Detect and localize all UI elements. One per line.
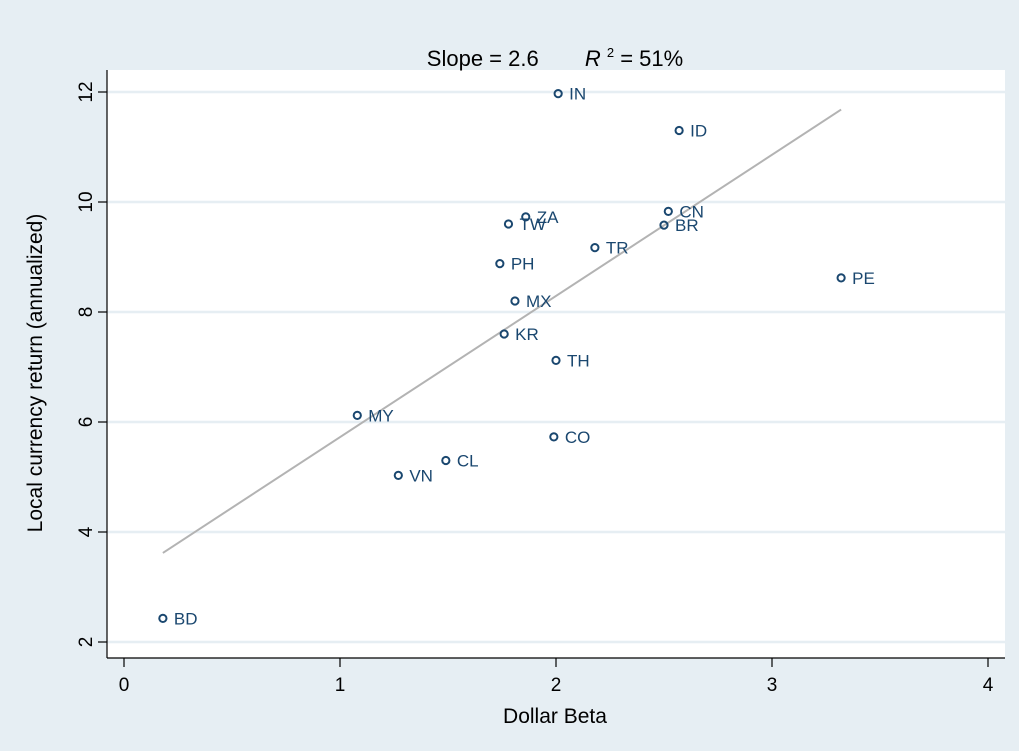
- data-point-tr: [590, 243, 600, 253]
- data-point-id: [674, 125, 684, 136]
- point-label-bd: BD: [174, 609, 198, 628]
- data-point-za: [521, 212, 531, 222]
- x-tick-label: 1: [335, 675, 346, 696]
- point-label-my: MY: [368, 406, 394, 425]
- x-tick-label: 0: [119, 675, 130, 696]
- point-label-in: IN: [569, 85, 586, 104]
- data-point-in: [553, 89, 563, 99]
- data-point-bd: [158, 613, 168, 623]
- x-tick-label: 4: [983, 675, 994, 696]
- x-tick-label: 3: [767, 675, 778, 696]
- y-tick-label: 2: [76, 637, 97, 648]
- title-r-exponent: 2: [607, 45, 614, 60]
- point-label-co: CO: [565, 428, 591, 447]
- gridlines: [107, 90, 1005, 644]
- point-label-cn: CN: [679, 202, 704, 221]
- point-label-mx: MX: [526, 292, 552, 311]
- point-label-tr: TR: [606, 239, 629, 258]
- data-point-mx: [510, 296, 520, 306]
- x-axis-title: Dollar Beta: [503, 705, 607, 728]
- data-point-pe: [836, 273, 846, 283]
- point-label-th: TH: [567, 351, 590, 370]
- data-point-cl: [441, 455, 451, 466]
- title-slope: Slope = 2.6: [427, 46, 539, 71]
- point-label-id: ID: [690, 122, 707, 141]
- data-point-tw: [503, 219, 514, 229]
- y-tick-label: 4: [76, 526, 97, 537]
- data-point-my: [352, 410, 362, 420]
- y-axis-title: Local currency return (annualized): [24, 214, 47, 533]
- title-r-value: = 51%: [620, 46, 683, 71]
- data-point-co: [549, 432, 559, 442]
- point-label-vn: VN: [409, 466, 433, 485]
- y-tick-label: 12: [76, 81, 97, 102]
- chart-title: Slope = 2.6 R 2 = 51%: [427, 37, 683, 71]
- point-label-pe: PE: [852, 269, 875, 288]
- x-tick-label: 2: [551, 675, 562, 696]
- data-point-kr: [499, 329, 509, 339]
- point-label-br: BR: [675, 216, 699, 235]
- y-tick-label: 8: [76, 307, 97, 318]
- data-point-cn: [663, 206, 673, 216]
- point-label-tw: TW: [519, 215, 545, 234]
- y-tick-label: 10: [76, 191, 97, 212]
- data-point-ph: [495, 259, 505, 269]
- data-point-br: [659, 220, 669, 230]
- data-point-th: [551, 355, 561, 365]
- point-label-kr: KR: [515, 325, 539, 344]
- y-tick-label: 6: [76, 417, 97, 428]
- point-label-cl: CL: [457, 452, 479, 471]
- point-label-ph: PH: [511, 255, 535, 274]
- point-label-za: ZA: [537, 208, 559, 227]
- data-point-vn: [393, 470, 403, 480]
- title-r-symbol: R: [585, 46, 601, 71]
